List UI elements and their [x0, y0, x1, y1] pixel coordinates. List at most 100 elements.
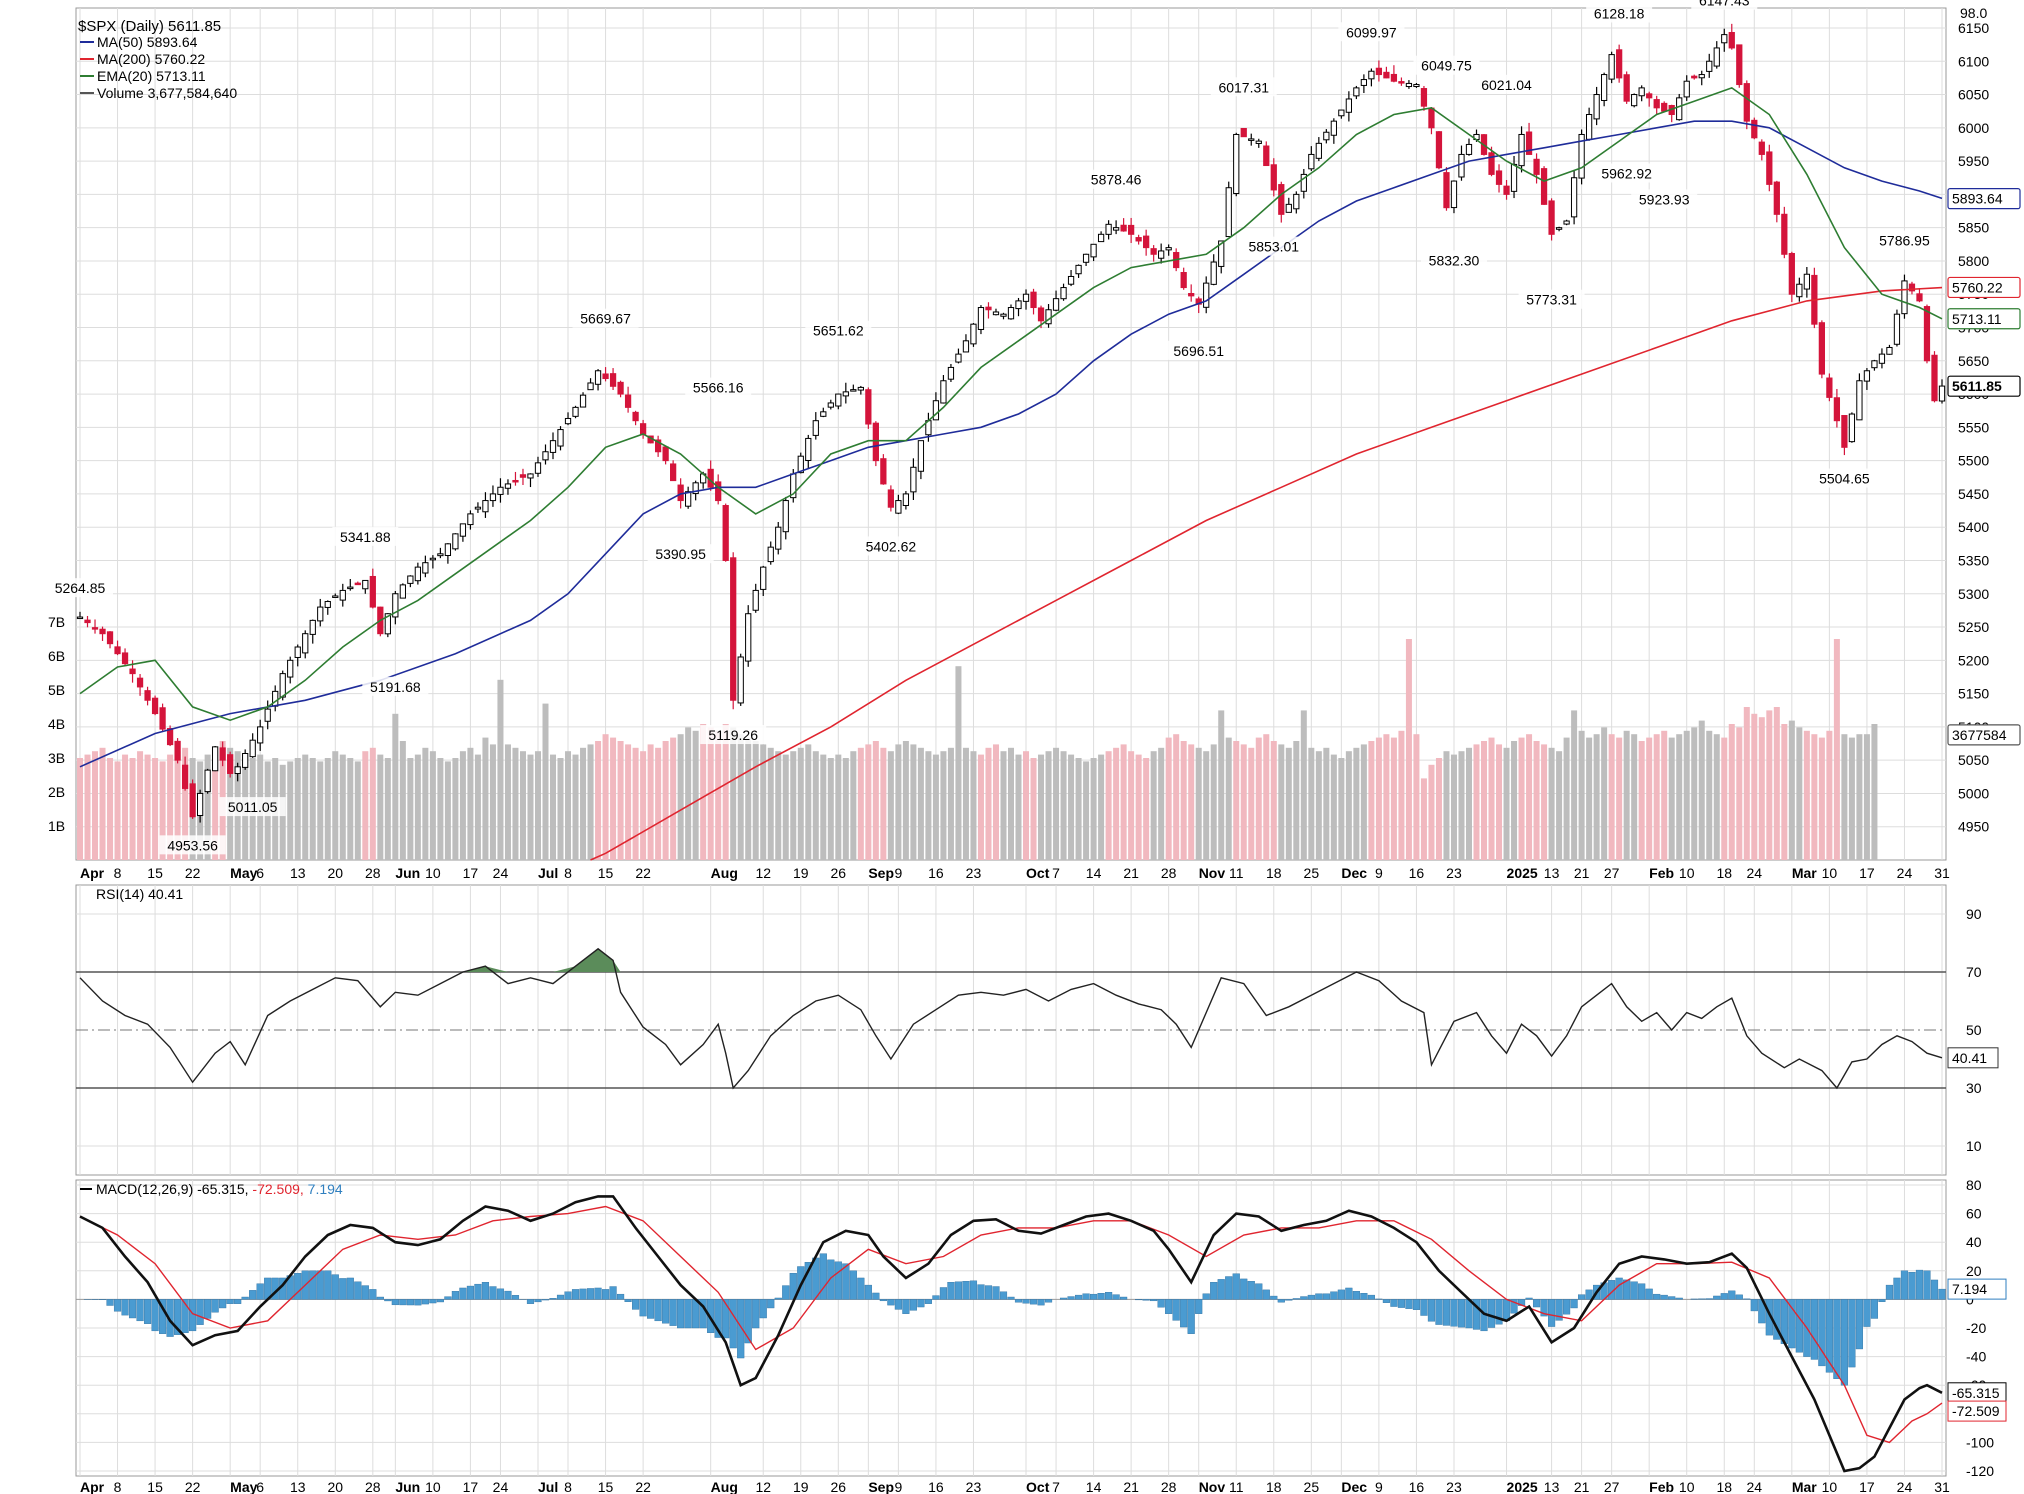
candle-body: [1270, 164, 1277, 191]
x-tick-label: 8: [564, 1479, 572, 1494]
candle-body: [407, 575, 414, 584]
candle-body: [767, 546, 774, 563]
x-tick-label: 17: [463, 865, 479, 881]
volume-bar: [429, 751, 436, 860]
candle-body: [317, 606, 324, 622]
candle-body: [1165, 247, 1172, 251]
candle-body: [1420, 88, 1428, 107]
volume-bar: [1728, 724, 1735, 860]
macd-histogram-bar: [1908, 1272, 1916, 1300]
macd-histogram-bar: [1277, 1299, 1285, 1303]
macd-histogram-bar: [624, 1299, 632, 1302]
macd-histogram-bar: [496, 1288, 505, 1300]
candle-body: [1188, 293, 1195, 297]
volume-bar: [782, 754, 789, 860]
macd-histogram-bar: [1007, 1296, 1015, 1300]
candle-body: [1578, 133, 1585, 179]
volume-bar: [1353, 747, 1360, 860]
macd-histogram-bar: [1743, 1298, 1751, 1300]
candle-body: [797, 455, 804, 474]
candle-body: [309, 619, 316, 635]
x-tick-label: Jun: [395, 865, 420, 881]
volume-bar: [767, 747, 774, 860]
macd-tick-label: -100: [1966, 1434, 1994, 1450]
x-tick-label: 24: [1747, 865, 1763, 881]
candle-body: [1736, 44, 1743, 86]
volume-bar: [1135, 754, 1142, 860]
macd-histogram-bar: [939, 1287, 948, 1300]
candle-body: [489, 493, 497, 502]
macd-histogram-bar: [1735, 1294, 1743, 1300]
volume-bar: [1526, 734, 1533, 860]
macd-histogram-bar: [1825, 1299, 1833, 1373]
volume-bar: [167, 754, 174, 860]
volume-bar: [152, 758, 159, 860]
candle-body: [1796, 283, 1803, 298]
candle-body: [384, 613, 391, 635]
annotation-bg: [647, 544, 714, 564]
candle-body: [1773, 181, 1780, 215]
candle-body: [557, 429, 564, 447]
volume-bar: [1511, 741, 1518, 860]
macd-histogram-bar: [346, 1277, 354, 1300]
x-tick-label: 22: [185, 1479, 201, 1494]
volume-bar: [1428, 764, 1435, 860]
volume-bar: [1608, 734, 1615, 860]
volume-bar: [617, 741, 624, 860]
moving-averages: [79, 87, 1943, 861]
volume-bar: [347, 758, 354, 860]
macd-histogram-bar: [1427, 1299, 1436, 1322]
volume-bar: [985, 747, 992, 860]
candle-body: [219, 747, 226, 761]
candle-body: [865, 389, 872, 425]
macd-histogram-bar: [767, 1299, 775, 1309]
volume-bar: [1841, 734, 1848, 860]
x-tick-label: 9: [1375, 1479, 1383, 1494]
candle-body: [1345, 98, 1352, 113]
x-tick-label: Aug: [711, 1479, 738, 1494]
macd-value-label: -65.315: [1952, 1385, 2000, 1401]
candle-body: [497, 486, 504, 495]
volume-bar: [1195, 747, 1202, 860]
price-tick-label: 5850: [1958, 220, 1989, 236]
candle-body: [1158, 250, 1165, 259]
candle-body: [632, 411, 639, 422]
volume-bar: [482, 737, 489, 860]
volume-bar: [1833, 639, 1840, 860]
volume-bar: [662, 741, 669, 860]
volume-bar: [489, 744, 496, 860]
volume-bar: [99, 747, 106, 860]
candle-body: [609, 373, 617, 387]
volume-bar: [1398, 730, 1405, 860]
candle-body: [940, 380, 947, 404]
candle-body: [564, 417, 572, 425]
candle-body: [512, 479, 519, 483]
macd-histogram-bar: [909, 1299, 917, 1311]
macd-histogram-bar: [1795, 1299, 1803, 1353]
x-tick-label: 16: [1409, 865, 1425, 881]
volume-bar: [1683, 730, 1690, 860]
macd-histogram-bar: [669, 1299, 677, 1326]
x-tick-label: 19: [793, 1479, 809, 1494]
candle-body: [1503, 185, 1510, 195]
volume-bar: [444, 761, 451, 860]
x-tick-label: 28: [1161, 1479, 1177, 1494]
volume-bar: [692, 730, 699, 860]
macd-histogram-bar: [391, 1299, 399, 1306]
volume-bar: [1818, 737, 1825, 860]
macd-histogram-bar: [1165, 1299, 1173, 1314]
annotation-bg: [572, 308, 639, 328]
volume-bar: [1113, 747, 1120, 860]
macd-histogram-bar: [1578, 1294, 1586, 1300]
macd-histogram-bar: [1074, 1294, 1083, 1300]
ma50-value-label: 5893.64: [1952, 191, 2003, 207]
x-tick-label: 10: [1822, 865, 1838, 881]
x-tick-label: 28: [365, 865, 381, 881]
macd-histogram-bar: [1668, 1296, 1676, 1300]
volume-bar: [947, 747, 954, 860]
price-annotation: 6128.18: [1594, 5, 1645, 21]
macd-histogram-bar: [204, 1299, 212, 1319]
macd-histogram-bar: [1292, 1298, 1300, 1300]
candle-body: [1398, 81, 1405, 84]
volume-bar: [354, 761, 361, 860]
